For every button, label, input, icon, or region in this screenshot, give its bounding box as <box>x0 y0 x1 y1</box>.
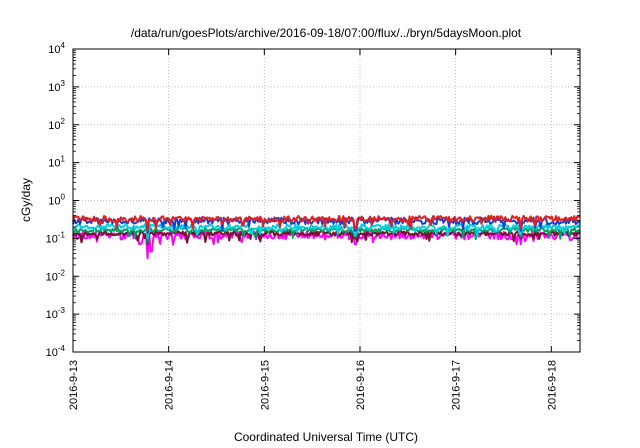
y-tick-label: 10-2 <box>46 268 66 283</box>
y-axis: 10-4 10-3 10-2 10-1 100 101 102 103 104 <box>46 41 580 359</box>
y-tick-label: 10-3 <box>46 306 66 321</box>
y-tick-label: 10-1 <box>46 230 66 245</box>
y-axis-title: cGy/day <box>19 178 33 222</box>
x-tick-label: 2016-9-18 <box>546 360 558 410</box>
x-tick-label: 2016-9-15 <box>259 360 271 410</box>
x-tick-label: 2016-9-16 <box>355 360 367 410</box>
plot-frame <box>72 48 581 353</box>
y-tick-label: 103 <box>48 79 65 94</box>
y-tick-label: 100 <box>48 193 65 208</box>
x-tick-label: 2016-9-14 <box>164 360 176 410</box>
y-tick-label: 104 <box>48 41 65 56</box>
y-tick-label: 10-4 <box>46 344 66 359</box>
y-tick-label: 102 <box>48 117 65 132</box>
x-axis: 2016-9-13 2016-9-14 2016-9-15 2016-9-16 2016… <box>68 49 558 410</box>
series-line <box>72 230 581 246</box>
chart-title: /data/run/goesPlots/archive/2016-09-18/0… <box>131 26 522 40</box>
y-tick-label: 101 <box>48 155 65 170</box>
x-axis-title: Coordinated Universal Time (UTC) <box>234 430 418 444</box>
x-tick-label: 2016-9-13 <box>68 360 80 410</box>
series-line <box>72 214 581 232</box>
series-layer <box>72 214 581 260</box>
grid <box>73 49 580 352</box>
x-tick-label: 2016-9-17 <box>451 360 463 410</box>
